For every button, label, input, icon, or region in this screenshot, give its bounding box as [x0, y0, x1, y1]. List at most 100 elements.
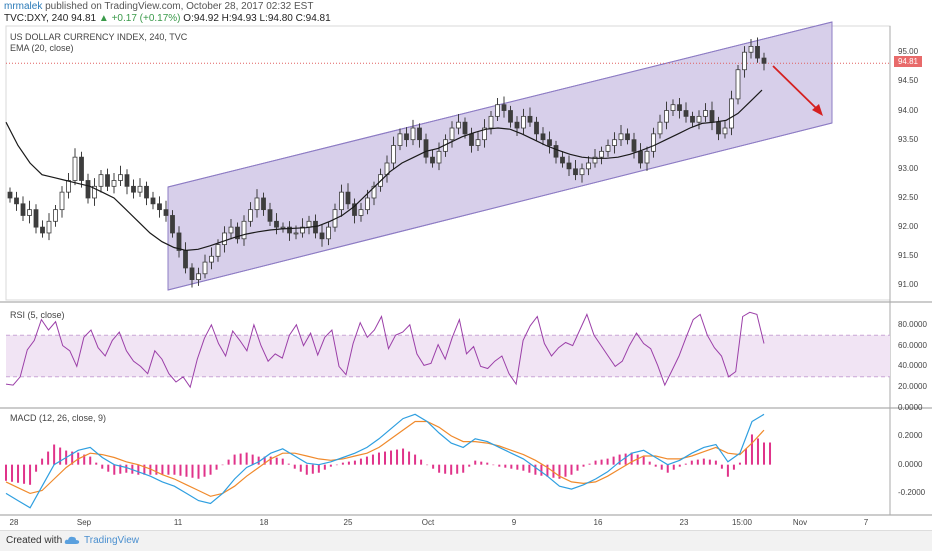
- rsi-tick-label: 40.0000: [898, 361, 927, 371]
- macd-histogram-bar: [432, 464, 435, 469]
- candle: [280, 226, 286, 229]
- macd-line: [5, 413, 765, 509]
- candle: [14, 197, 19, 205]
- macd-histogram-bar: [179, 464, 182, 476]
- macd-histogram-bar: [546, 464, 549, 477]
- candle: [33, 209, 39, 228]
- publish-info: published on TradingView.com, October 28…: [45, 1, 314, 12]
- rsi-line: [5, 311, 765, 389]
- macd-histogram-bar: [708, 459, 711, 465]
- macd-histogram-bar: [227, 459, 230, 465]
- macd-histogram-bar: [486, 462, 489, 465]
- candle: [690, 115, 695, 123]
- candle: [618, 133, 624, 141]
- macd-histogram-bar: [95, 462, 98, 465]
- rsi-tick-label: 20.0000: [898, 382, 927, 392]
- macd-histogram-bar: [756, 438, 759, 465]
- candle: [170, 215, 175, 234]
- candle: [345, 191, 351, 205]
- candle: [605, 145, 611, 152]
- macd-histogram-bar: [155, 464, 158, 475]
- macd-histogram-bar: [408, 451, 411, 465]
- time-tick-label: 7: [863, 518, 869, 527]
- candle: [761, 57, 767, 64]
- price-tick-label: 92.50: [898, 192, 919, 202]
- macd-histogram-bar: [71, 451, 74, 465]
- macd-histogram-bar: [59, 447, 62, 465]
- price-tick-label: 94.50: [898, 76, 919, 86]
- candle: [241, 220, 247, 240]
- time-tick-label: 11: [173, 518, 183, 527]
- candle: [248, 209, 253, 222]
- candle: [469, 133, 474, 146]
- macd-histogram-bar: [41, 458, 44, 465]
- macd-histogram-bar: [359, 458, 362, 465]
- macd-histogram-bar: [384, 451, 386, 465]
- macd-histogram-bar: [257, 456, 260, 465]
- candle: [748, 46, 754, 53]
- macd-histogram-bar: [660, 464, 663, 470]
- time-tick-label: 15:00: [731, 518, 753, 527]
- candle: [339, 191, 344, 211]
- candle: [475, 139, 481, 146]
- macd-histogram-bar: [317, 464, 320, 473]
- candle: [326, 226, 331, 240]
- macd-histogram-bar: [480, 461, 483, 465]
- candle: [72, 156, 78, 181]
- candle: [59, 191, 65, 211]
- candle: [592, 156, 598, 164]
- tradingview-brand-link[interactable]: TradingView: [84, 535, 140, 546]
- macd-histogram-bar: [365, 456, 368, 465]
- price-tick-label: 93.00: [898, 163, 919, 173]
- macd-histogram-bar: [191, 464, 194, 478]
- macd-histogram-bar: [654, 464, 657, 467]
- candle: [176, 232, 182, 251]
- candle: [306, 220, 312, 228]
- candle: [20, 203, 26, 216]
- candle: [196, 273, 201, 280]
- candle: [599, 150, 604, 158]
- macd-histogram-bar: [444, 464, 447, 474]
- macd-histogram-bar: [107, 464, 110, 472]
- macd-histogram-bar: [167, 464, 170, 475]
- macd-histogram-bar: [474, 460, 477, 465]
- chart-canvas[interactable]: [0, 0, 932, 530]
- macd-histogram-bar: [101, 464, 104, 469]
- candle: [638, 150, 643, 164]
- macd-histogram-bar: [89, 456, 92, 465]
- publish-header: mrmalek published on TradingView.com, Oc…: [4, 1, 313, 12]
- macd-histogram-bar: [588, 463, 591, 465]
- macd-histogram-bar: [29, 464, 32, 485]
- price-tick-label: 95.00: [898, 47, 919, 57]
- ohlc-low: L:94.80: [259, 13, 293, 24]
- candle: [254, 197, 260, 211]
- macd-histogram-bar: [504, 464, 507, 468]
- macd-histogram-bar: [305, 464, 308, 475]
- macd-histogram-bar: [47, 451, 50, 465]
- macd-histogram-bar: [763, 442, 765, 465]
- macd-histogram-bar: [744, 448, 747, 465]
- author-link[interactable]: mrmalek: [4, 1, 43, 12]
- macd-histogram-bar: [341, 462, 344, 465]
- candle: [501, 104, 507, 111]
- macd-histogram-bar: [299, 464, 302, 472]
- macd-histogram-bar: [251, 454, 254, 465]
- macd-histogram-bar: [275, 457, 278, 465]
- candle: [7, 191, 13, 199]
- candle: [40, 226, 45, 234]
- candle: [261, 197, 266, 211]
- candle: [644, 150, 650, 164]
- macd-histogram-bar: [702, 458, 705, 465]
- macd-histogram-bar: [570, 464, 573, 475]
- candle: [651, 133, 656, 152]
- regression-channel: [167, 21, 833, 291]
- price-change: +0.17 (+0.17%): [111, 13, 181, 24]
- macd-histogram-bar: [732, 464, 735, 470]
- macd-histogram-bar: [522, 464, 525, 471]
- candle: [534, 121, 539, 135]
- candle: [508, 110, 513, 123]
- macd-histogram-bar: [450, 464, 453, 475]
- macd-histogram-bar: [438, 464, 441, 473]
- candle: [573, 168, 578, 176]
- symbol-label: TVC:DXY, 240: [4, 13, 69, 24]
